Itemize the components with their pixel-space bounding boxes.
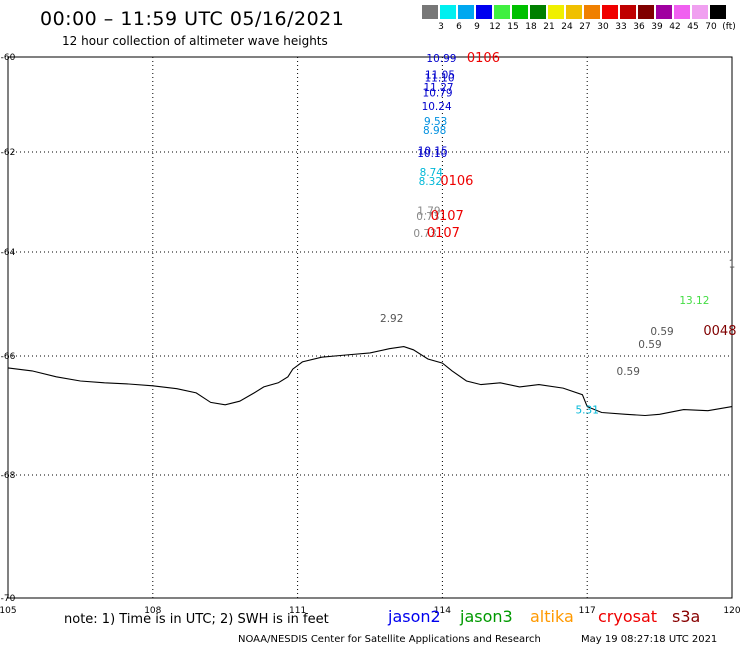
wave-height-label: 9.53 — [424, 116, 447, 128]
color-swatch — [422, 5, 439, 19]
scale-label: 18 — [525, 22, 537, 32]
wave-height-label: 5.31 — [576, 405, 599, 417]
color-swatch — [494, 5, 511, 19]
scale-label: 42 — [669, 22, 681, 32]
color-swatch — [710, 5, 727, 19]
wave-height-label: 10.99 — [426, 53, 456, 65]
color-swatch — [530, 5, 547, 19]
wave-height-label: 13.12 — [679, 295, 709, 307]
longitude-tick-label: 105 — [0, 606, 17, 616]
latitude-tick-label: -66 — [1, 352, 16, 362]
scale-label: 36 — [633, 22, 645, 32]
credit-text: NOAA/NESDIS Center for Satellite Applica… — [238, 634, 541, 645]
latitude-tick-label: -70 — [1, 594, 16, 604]
wave-height-label: 8.32 — [419, 176, 442, 188]
satellite-s3a: s3a — [672, 607, 701, 626]
wave-height-label: 11.27 — [424, 82, 454, 94]
scale-label: 30 — [597, 22, 609, 32]
scale-label: 39 — [651, 22, 663, 32]
wave-height-label: 8.74 — [420, 167, 444, 179]
pass-time-label: 0107 — [427, 226, 460, 241]
color-swatch — [548, 5, 565, 19]
scale-label: 24 — [561, 22, 573, 32]
wave-height-label: 11.10 — [424, 73, 454, 85]
wave-height-label: 0.59 — [638, 339, 661, 351]
color-swatch — [620, 5, 637, 19]
scale-label: 27 — [579, 22, 591, 32]
latitude-tick-label: -60 — [1, 53, 16, 63]
wave-height-label: 11.05 — [425, 69, 455, 81]
color-swatch — [512, 5, 529, 19]
color-swatch — [458, 5, 475, 19]
wave-height-label: 10.15 — [418, 146, 448, 158]
wave-height-label: 10.24 — [422, 101, 452, 113]
satellite-altika: altika — [530, 607, 574, 626]
wave-height-label: 0.59 — [617, 366, 640, 378]
color-swatch — [602, 5, 619, 19]
scale-label: 3 — [438, 22, 444, 32]
units-note: note: 1) Time is in UTC; 2) SWH is in fe… — [64, 612, 329, 627]
pass-time-label: 0048 — [703, 324, 736, 339]
scale-label: 45 — [687, 22, 699, 32]
wave-height-label: 8.98 — [423, 125, 446, 137]
color-swatch — [692, 5, 709, 19]
longitude-tick-label: 117 — [579, 606, 596, 616]
scale-label: 70 — [705, 22, 717, 32]
latitude-tick-label: -68 — [1, 471, 16, 481]
antarctic-coastline — [7, 346, 733, 417]
longitude-tick-label: 120 — [723, 606, 740, 616]
page-subtitle: 12 hour collection of altimeter wave hei… — [62, 34, 328, 48]
satellite-jason3: jason3 — [460, 607, 513, 626]
color-swatch — [440, 5, 457, 19]
longitude-tick-label: 111 — [289, 606, 306, 616]
color-swatch — [584, 5, 601, 19]
longitude-tick-label: 114 — [434, 606, 451, 616]
latitude-tick-label: -64 — [1, 248, 16, 258]
pass-time-label: 0107 — [431, 209, 464, 224]
wave-height-label: 0.73 — [416, 211, 439, 223]
color-swatch — [656, 5, 673, 19]
color-swatch — [674, 5, 691, 19]
color-swatch — [566, 5, 583, 19]
scale-label: 15 — [507, 22, 519, 32]
wave-height-label: 0.59 — [650, 326, 673, 338]
pass-time-label: 0106 — [440, 174, 473, 189]
scale-label: 9 — [474, 22, 480, 32]
wave-height-label: 1.79 — [417, 206, 440, 218]
wave-height-label: 10.79 — [423, 87, 453, 99]
scale-label: 6 — [456, 22, 462, 32]
color-swatch — [638, 5, 655, 19]
wave-height-label: 10.10 — [417, 148, 447, 160]
longitude-tick-label: 108 — [144, 606, 161, 616]
page-title: 00:00 – 11:59 UTC 05/16/2021 — [40, 8, 345, 30]
satellite-cryosat: cryosat — [598, 607, 658, 626]
generated-timestamp: May 19 08:27:18 UTC 2021 — [581, 634, 718, 645]
latitude-tick-label: -62 — [1, 148, 16, 158]
scale-label: 33 — [615, 22, 627, 32]
scale-label: 21 — [543, 22, 555, 32]
satellite-jason2: jason2 — [388, 607, 441, 626]
color-swatch — [476, 5, 493, 19]
map-frame — [7, 56, 733, 599]
wave-height-label: 0.73 — [413, 228, 436, 240]
wave-height-label: 2.92 — [380, 313, 403, 325]
wave-height-label: 1 — [729, 259, 736, 271]
scale-label: 12 — [489, 22, 501, 32]
pass-time-label: 0106 — [467, 51, 500, 66]
scale-label: (ft) — [722, 22, 736, 32]
